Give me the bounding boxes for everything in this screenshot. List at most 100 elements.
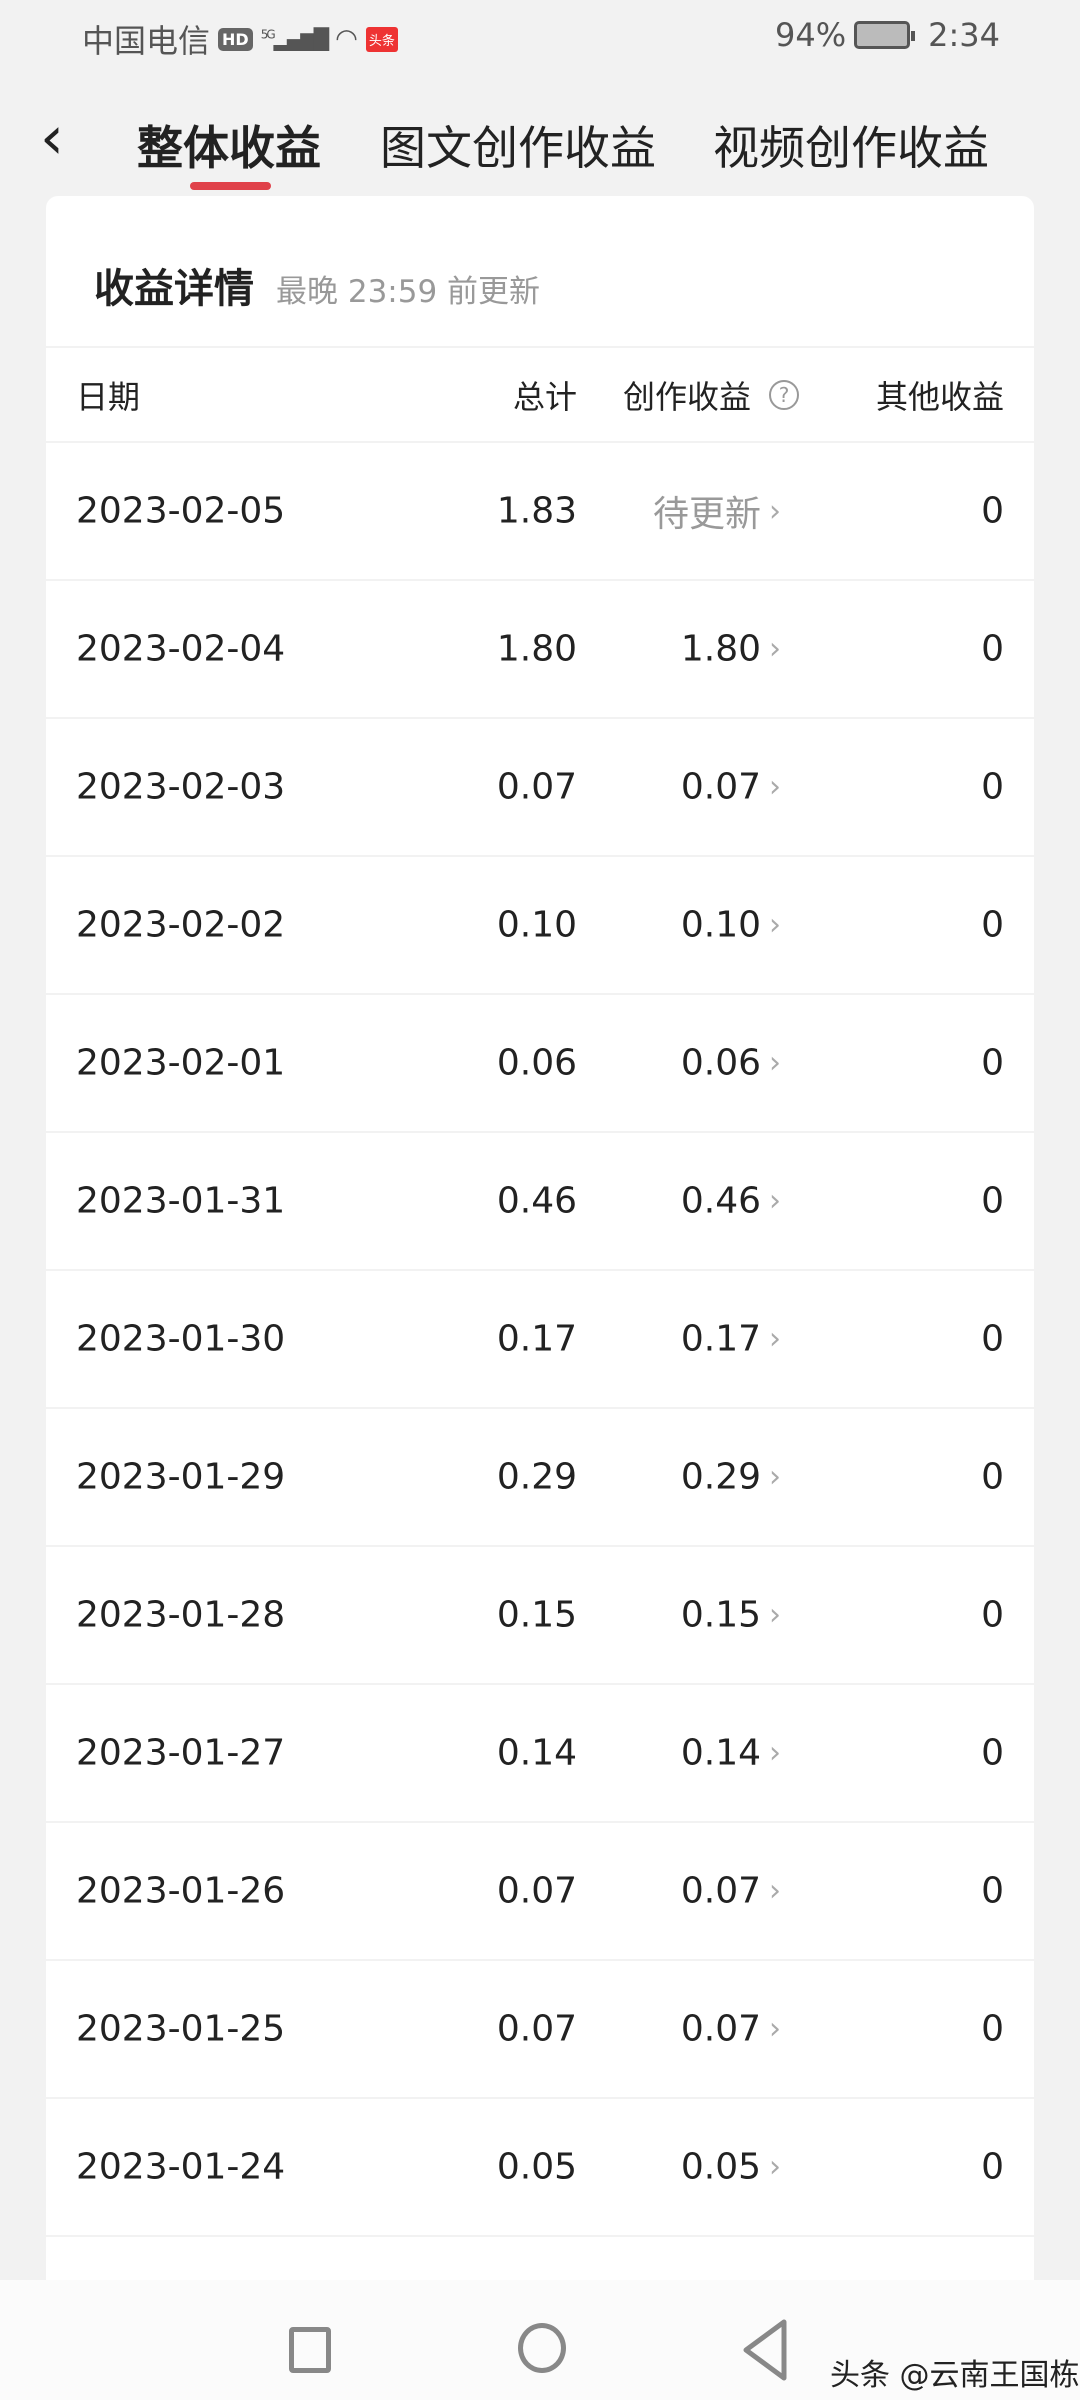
row-date: 2023-02-02 [76, 904, 286, 946]
tab-video-earnings[interactable]: 视频创作收益 [713, 121, 989, 175]
chevron-right-icon: › [769, 1183, 781, 1219]
signal-icon: 5G▂▄▆█ [260, 27, 329, 51]
back-icon[interactable]: ‹ [40, 103, 64, 173]
clock: 2:34 [928, 16, 1000, 54]
row-creation[interactable]: 0.05 › [680, 2146, 781, 2188]
chevron-right-icon: › [769, 2011, 781, 2047]
row-date: 2023-01-30 [76, 1318, 286, 1360]
row-total: 0.29 [496, 1456, 577, 1498]
row-creation[interactable]: 待更新 › [652, 493, 781, 536]
row-date: 2023-02-04 [76, 628, 286, 670]
table-row[interactable]: 2023-01-29 0.29 0.29 › 0 [46, 1407, 1034, 1545]
chevron-right-icon: › [769, 1459, 781, 1495]
row-date: 2023-01-29 [76, 1456, 286, 1498]
battery-icon [854, 21, 916, 49]
row-creation[interactable]: 0.15 › [680, 1594, 781, 1636]
row-total: 0.07 [496, 1870, 577, 1912]
table-row[interactable]: 2023-01-27 0.14 0.14 › 0 [46, 1683, 1034, 1821]
row-creation[interactable]: 1.80 › [680, 628, 781, 670]
row-other: 0 [981, 1456, 1004, 1498]
table-row[interactable]: 2023-01-24 0.05 0.05 › 0 [46, 2097, 1034, 2235]
header-date: 日期 [76, 377, 141, 416]
chevron-right-icon: › [769, 907, 781, 943]
help-icon[interactable]: ? [769, 379, 799, 410]
table-row[interactable]: 2023-01-31 0.46 0.46 › 0 [46, 1131, 1034, 1269]
top-nav: ‹ 整体收益 图文创作收益 视频创作收益 [0, 90, 1080, 190]
row-creation[interactable]: 0.17 › [680, 1318, 781, 1360]
active-tab-indicator [190, 182, 271, 190]
row-date: 2023-02-05 [76, 490, 286, 532]
row-date: 2023-01-26 [76, 1870, 286, 1912]
row-total: 0.17 [496, 1318, 577, 1360]
header-total: 总计 [512, 377, 577, 416]
row-other: 0 [981, 490, 1004, 532]
row-total: 0.07 [496, 766, 577, 808]
row-creation[interactable]: 0.06 › [680, 1042, 781, 1084]
row-total: 0.14 [496, 1732, 577, 1774]
chevron-right-icon: › [769, 1321, 781, 1357]
header-creation: 创作收益? [623, 372, 799, 418]
row-other: 0 [981, 2146, 1004, 2188]
table-header: 日期 总计 创作收益? 其他收益 [46, 346, 1034, 441]
row-creation[interactable]: 0.14 › [680, 1732, 781, 1774]
home-icon[interactable] [518, 2323, 566, 2373]
row-creation[interactable]: 0.07 › [680, 2008, 781, 2050]
watermark: 头条 @云南王国栋 [830, 2358, 1080, 2393]
status-bar: 中国电信 HD 5G▂▄▆█ ◠ 头条 94% 2:34 [0, 0, 1080, 80]
row-other: 0 [981, 2008, 1004, 2050]
toutiao-app-icon: 头条 [365, 26, 398, 52]
table-row[interactable]: 2023-01-28 0.15 0.15 › 0 [46, 1545, 1034, 1683]
earnings-card: 收益详情 最晚 23:59 前更新 日期 总计 创作收益? 其他收益 2023-… [46, 196, 1034, 2296]
chevron-right-icon: › [769, 2149, 781, 2185]
row-total: 0.07 [496, 2008, 577, 2050]
table-row[interactable]: 2023-02-02 0.10 0.10 › 0 [46, 855, 1034, 993]
table-row[interactable]: 2023-01-26 0.07 0.07 › 0 [46, 1821, 1034, 1959]
row-other: 0 [981, 1870, 1004, 1912]
carrier: 中国电信 [82, 22, 211, 60]
row-creation[interactable]: 0.07 › [680, 766, 781, 808]
wifi-icon: ◠ [335, 24, 358, 54]
row-date: 2023-01-25 [76, 2008, 286, 2050]
chevron-right-icon: › [769, 769, 781, 805]
row-creation[interactable]: 0.07 › [680, 1870, 781, 1912]
row-date: 2023-02-01 [76, 1042, 286, 1084]
table-row[interactable]: 2023-02-05 1.83 待更新 › 0 [46, 441, 1034, 579]
update-note: 最晚 23:59 前更新 [276, 274, 541, 310]
hd-icon: HD [218, 27, 253, 51]
row-other: 0 [981, 1180, 1004, 1222]
table-row[interactable]: 2023-02-01 0.06 0.06 › 0 [46, 993, 1034, 1131]
chevron-right-icon: › [769, 1873, 781, 1909]
tab-article-earnings[interactable]: 图文创作收益 [380, 121, 656, 175]
chevron-right-icon: › [769, 493, 781, 529]
row-total: 0.15 [496, 1594, 577, 1636]
system-nav-bar: 头条 @云南王国栋 [0, 2280, 1080, 2400]
row-total: 1.83 [496, 490, 577, 532]
row-total: 0.06 [496, 1042, 577, 1084]
row-other: 0 [981, 628, 1004, 670]
recent-apps-icon[interactable] [289, 2327, 331, 2373]
chevron-right-icon: › [769, 1735, 781, 1771]
table-row[interactable]: 2023-02-04 1.80 1.80 › 0 [46, 579, 1034, 717]
chevron-right-icon: › [769, 1045, 781, 1081]
row-creation[interactable]: 0.46 › [680, 1180, 781, 1222]
header-other: 其他收益 [875, 377, 1004, 416]
row-date: 2023-01-31 [76, 1180, 286, 1222]
tab-overall-earnings[interactable]: 整体收益 [137, 121, 321, 175]
table-row[interactable]: 2023-02-03 0.07 0.07 › 0 [46, 717, 1034, 855]
row-total: 0.46 [496, 1180, 577, 1222]
row-other: 0 [981, 1594, 1004, 1636]
row-creation[interactable]: 0.29 › [680, 1456, 781, 1498]
back-nav-icon[interactable] [740, 2318, 790, 2382]
row-other: 0 [981, 1318, 1004, 1360]
row-other: 0 [981, 904, 1004, 946]
row-total: 0.05 [496, 2146, 577, 2188]
table-row [46, 2235, 1034, 2373]
row-other: 0 [981, 1732, 1004, 1774]
row-creation[interactable]: 0.10 › [680, 904, 781, 946]
table-row[interactable]: 2023-01-30 0.17 0.17 › 0 [46, 1269, 1034, 1407]
row-date: 2023-01-24 [76, 2146, 286, 2188]
battery-percent: 94% [775, 16, 847, 54]
card-title: 收益详情 [94, 266, 254, 312]
row-total: 0.10 [496, 904, 577, 946]
table-row[interactable]: 2023-01-25 0.07 0.07 › 0 [46, 1959, 1034, 2097]
